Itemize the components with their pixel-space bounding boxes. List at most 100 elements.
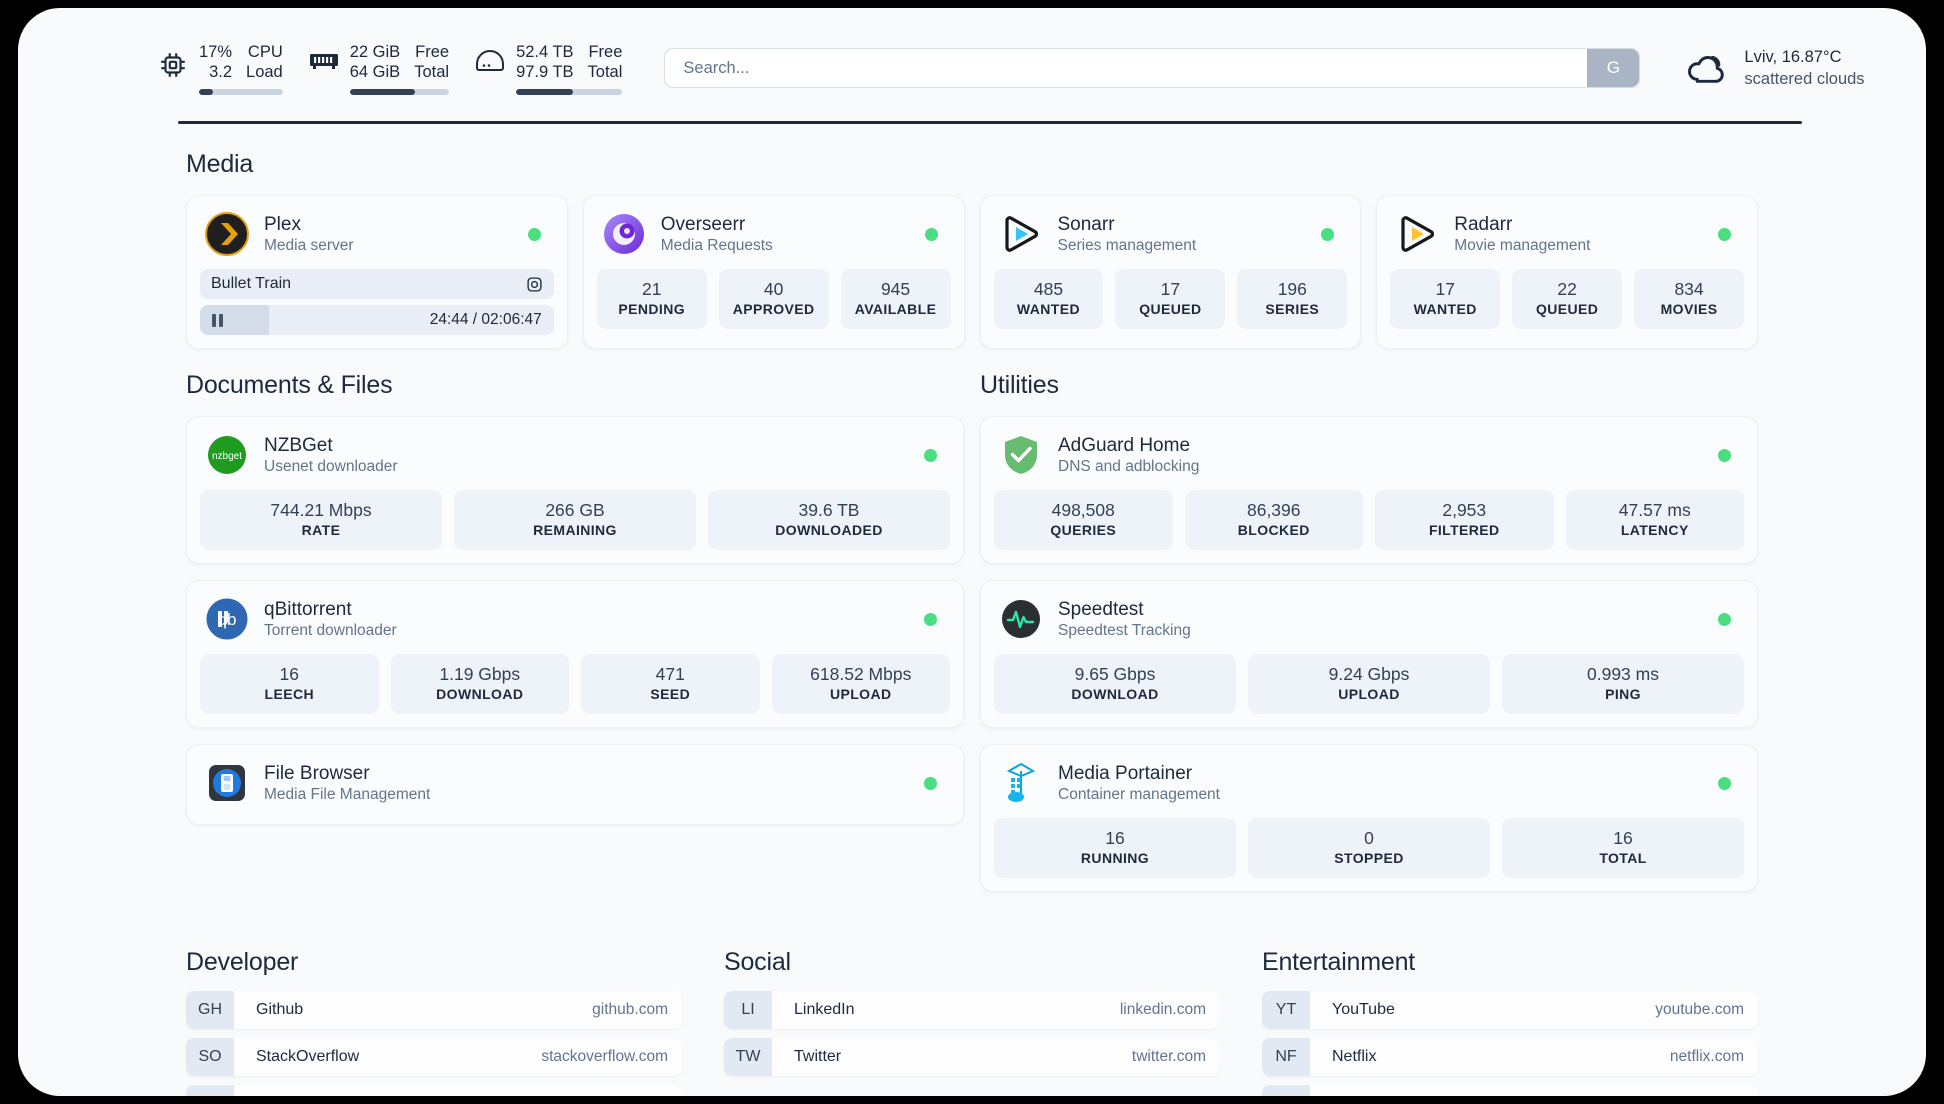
card-subtitle: Media server	[264, 236, 354, 254]
stat-tile[interactable]: 945 AVAILABLE	[840, 269, 951, 329]
playback-progress[interactable]: 24:44 / 02:06:47	[200, 305, 554, 335]
stat-tile[interactable]: 618.52 Mbps UPLOAD	[771, 654, 950, 714]
bookmark-group: Social LI LinkedIn linkedin.com TW Twitter twi…	[724, 948, 1220, 1096]
stat-tile[interactable]: 39.6 TB DOWNLOADED	[708, 490, 950, 550]
header-divider	[178, 121, 1802, 124]
stat-tile[interactable]: 834 MOVIES	[1634, 269, 1745, 329]
stat-tiles: 16 LEECH 1.19 Gbps DOWNLOAD 471 SEED 618.52 Mb…	[200, 654, 950, 714]
bookmark-name: Github	[256, 1001, 304, 1018]
stat-tile[interactable]: 471 SEED	[581, 654, 760, 714]
header-bar: 17% 3.2 CPU Load 22 GiB 64 GiB Free Total 52.4 T…	[18, 8, 1926, 128]
bookmark-item[interactable]: RE Reddit reddit.com	[1262, 1085, 1758, 1096]
stat-tile[interactable]: 2,953 FILTERED	[1375, 490, 1554, 550]
stat-tile[interactable]: 498,508 QUERIES	[994, 490, 1173, 550]
bookmark-badge: TW	[724, 1038, 772, 1076]
stat-tile[interactable]: 22 QUEUED	[1512, 269, 1623, 329]
bookmark-badge: DT	[186, 1085, 234, 1096]
bookmark-name: Reddit	[1332, 1095, 1378, 1096]
now-playing-bar[interactable]: Bullet Train	[200, 269, 554, 299]
stat-tile[interactable]: 196 SERIES	[1237, 269, 1348, 329]
stat-ram: 22 GiB 64 GiB Free Total	[309, 42, 450, 95]
stat-tile[interactable]: 21 PENDING	[596, 269, 707, 329]
stat-tile-value: 16	[1105, 828, 1125, 848]
cpu-icon	[158, 50, 188, 80]
service-card[interactable]: qb qBittorrent Torrent downloader 16 LEECH 1.…	[186, 580, 964, 728]
stat-tile[interactable]: 40 APPROVED	[718, 269, 829, 329]
stat-tile[interactable]: 17 WANTED	[1390, 269, 1501, 329]
service-card[interactable]: Overseerr Media Requests 21 PENDING 40 APPROV…	[582, 195, 965, 349]
stat-tile[interactable]: 9.65 Gbps DOWNLOAD	[994, 654, 1236, 714]
stat-tile-value: 618.52 Mbps	[810, 664, 912, 684]
stat-tile-value: 16	[1613, 828, 1633, 848]
stat-tile-label: SEED	[650, 686, 691, 702]
search-bar[interactable]: G	[664, 48, 1641, 88]
stat-tile-label: UPLOAD	[829, 686, 892, 702]
stat-tile[interactable]: 16 TOTAL	[1502, 818, 1744, 878]
status-indicator	[1718, 612, 1731, 626]
stat-tile[interactable]: 47.57 ms LATENCY	[1565, 490, 1744, 550]
stat-tile-value: 196	[1277, 279, 1307, 299]
bookmark-item[interactable]: LI LinkedIn linkedin.com	[724, 991, 1220, 1029]
search-input[interactable]	[665, 49, 1588, 87]
card-header: qb qBittorrent Torrent downloader	[200, 593, 950, 647]
service-card[interactable]: AdGuard Home DNS and adblocking 498,508 QUE…	[980, 416, 1758, 564]
stat-tile[interactable]: 744.21 Mbps RATE	[200, 490, 442, 550]
stat-tiles: 498,508 QUERIES 86,396 BLOCKED 2,953 FILTERED…	[994, 490, 1744, 550]
stat-tile[interactable]: 86,396 BLOCKED	[1184, 490, 1363, 550]
card-header: Media Portainer Container management	[994, 757, 1744, 811]
service-card[interactable]: File Browser Media File Management	[186, 744, 964, 825]
stat-tile[interactable]: 485 WANTED	[993, 269, 1104, 329]
service-card[interactable]: nzbget NZBGet Usenet downloader 744.21 Mbps…	[186, 416, 964, 564]
stat-tile-label: QUEUED	[1535, 301, 1599, 317]
stat-tile-value: 21	[641, 279, 662, 299]
stat-tile-value: 47.57 ms	[1618, 500, 1691, 520]
stat-tile[interactable]: 17 QUEUED	[1115, 269, 1226, 329]
gear-icon[interactable]	[526, 276, 543, 293]
stat-tile-label: PENDING	[618, 301, 685, 317]
utilities-column: Utilities AdGuard Home DNS and adblocking…	[980, 371, 1758, 892]
bookmark-name: LinkedIn	[794, 1001, 855, 1018]
bookmark-item[interactable]: GH Github github.com	[186, 991, 682, 1029]
stat-tile[interactable]: 0.993 ms PING	[1502, 654, 1744, 714]
stat-progress-bar	[516, 88, 623, 95]
stat-tile[interactable]: 16 LEECH	[200, 654, 379, 714]
dashboard-page: 17% 3.2 CPU Load 22 GiB 64 GiB Free Total 52.4 T…	[18, 8, 1926, 1096]
pause-icon[interactable]	[212, 313, 223, 327]
service-card[interactable]: Speedtest Speedtest Tracking 9.65 Gbps DOWN…	[980, 580, 1758, 728]
card-title: qBittorrent	[264, 598, 352, 620]
cloud-icon	[1684, 50, 1728, 86]
stat-tile[interactable]: 266 GB REMAINING	[454, 490, 696, 550]
stat-tile-value: 40	[763, 279, 784, 299]
stat-label-secondary: Total	[587, 62, 623, 81]
bookmark-name: DEV	[256, 1095, 289, 1096]
svg-text:nzbget: nzbget	[212, 451, 242, 462]
service-card[interactable]: Plex Media server Bullet Train 24:44 / 02:0…	[186, 195, 568, 349]
stat-tile[interactable]: 0 STOPPED	[1248, 818, 1490, 878]
service-card[interactable]: Radarr Movie management 17 WANTED 22 QUEUED 83…	[1376, 195, 1758, 349]
bookmark-badge: YT	[1262, 991, 1310, 1029]
bookmark-item[interactable]: DT DEV dev.to	[186, 1085, 682, 1096]
bookmark-badge: RE	[1262, 1085, 1310, 1096]
stat-tile-value: 485	[1033, 279, 1064, 299]
stat-tile-label: BLOCKED	[1237, 522, 1310, 538]
bookmark-item[interactable]: SO StackOverflow stackoverflow.com	[186, 1038, 682, 1076]
stat-tiles: 744.21 Mbps RATE 266 GB REMAINING 39.6 TB DOW…	[200, 490, 950, 550]
stat-tile-value: 0.993 ms	[1587, 664, 1659, 684]
stat-tile-value: 834	[1674, 279, 1704, 299]
bookmark-group: Entertainment YT YouTube youtube.com NF Netfl…	[1262, 948, 1758, 1096]
stat-tile-label: DOWNLOADED	[775, 522, 883, 538]
bookmark-item[interactable]: NF Netflix netflix.com	[1262, 1038, 1758, 1076]
bookmark-item[interactable]: YT YouTube youtube.com	[1262, 991, 1758, 1029]
card-title: Media Portainer	[1058, 762, 1193, 784]
plex-logo-icon	[205, 212, 249, 256]
bookmarks-area: Developer GH Github github.com SO StackOverfl…	[18, 948, 1926, 1096]
stat-tile[interactable]: 16 RUNNING	[994, 818, 1236, 878]
stat-tile[interactable]: 1.19 Gbps DOWNLOAD	[390, 654, 569, 714]
card-subtitle: Usenet downloader	[264, 457, 398, 475]
bookmark-item[interactable]: TW Twitter twitter.com	[724, 1038, 1220, 1076]
card-title: Plex	[264, 213, 301, 235]
service-card[interactable]: Sonarr Series management 485 WANTED 17 QUEUED…	[979, 195, 1362, 349]
search-submit-button[interactable]: G	[1587, 49, 1640, 87]
service-card[interactable]: Media Portainer Container management 16 RUN…	[980, 744, 1758, 892]
stat-tile[interactable]: 9.24 Gbps UPLOAD	[1248, 654, 1490, 714]
